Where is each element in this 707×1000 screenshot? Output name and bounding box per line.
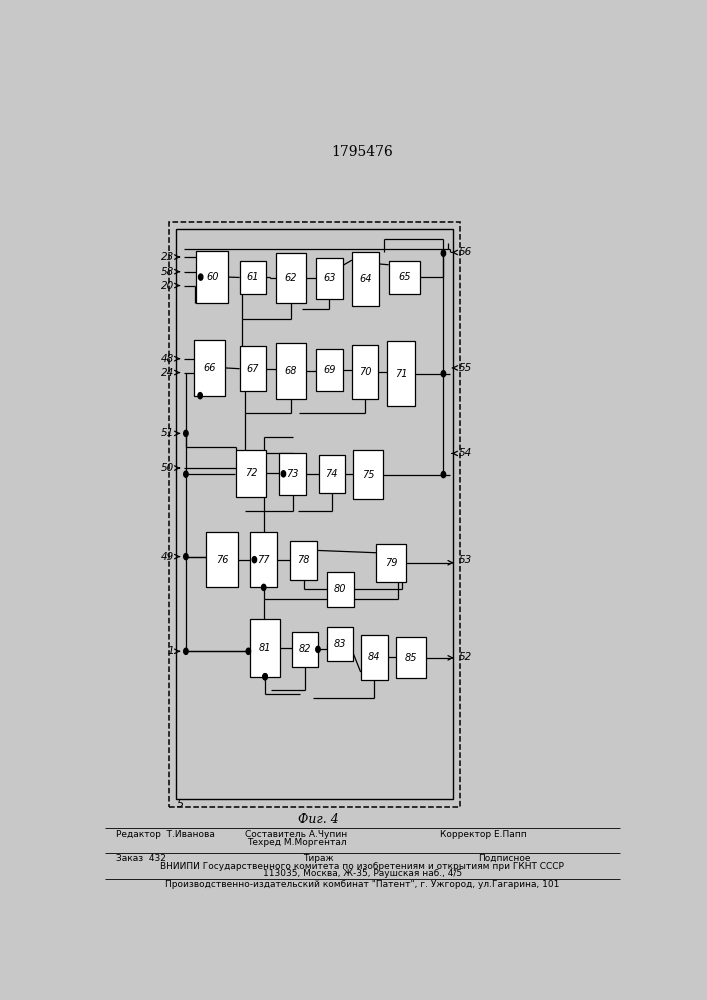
Text: Производственно-издательский комбинат "Патент", г. Ужгород, ул.Гагарина, 101: Производственно-издательский комбинат "П… bbox=[165, 880, 559, 889]
Circle shape bbox=[263, 674, 267, 680]
Circle shape bbox=[262, 584, 266, 590]
Text: 75: 75 bbox=[362, 470, 374, 480]
Text: 49: 49 bbox=[161, 552, 175, 562]
Text: 80: 80 bbox=[334, 584, 346, 594]
Text: 85: 85 bbox=[405, 653, 418, 663]
Text: ВНИИПИ Государственного комитета по изобретениям и открытиям при ГКНТ СССР: ВНИИПИ Государственного комитета по изоб… bbox=[160, 862, 564, 871]
Bar bbox=[319, 455, 345, 493]
Bar bbox=[352, 252, 380, 306]
Text: Фиг. 4: Фиг. 4 bbox=[298, 813, 339, 826]
Text: Редактор  Т.Иванова: Редактор Т.Иванова bbox=[116, 830, 215, 839]
Text: 5: 5 bbox=[177, 799, 184, 809]
Circle shape bbox=[316, 646, 320, 652]
Text: 1: 1 bbox=[168, 646, 175, 656]
Bar bbox=[240, 261, 266, 294]
Circle shape bbox=[198, 393, 202, 399]
Text: 52: 52 bbox=[459, 652, 472, 662]
Bar bbox=[206, 532, 238, 587]
Text: 20: 20 bbox=[161, 281, 175, 291]
Text: 69: 69 bbox=[323, 365, 336, 375]
Text: 23: 23 bbox=[161, 252, 175, 262]
Text: Корректор Е.Папп: Корректор Е.Папп bbox=[440, 830, 526, 839]
Text: 64: 64 bbox=[359, 274, 372, 284]
Bar bbox=[397, 637, 426, 678]
Text: 76: 76 bbox=[216, 555, 228, 565]
Text: 60: 60 bbox=[206, 272, 218, 282]
Text: 84: 84 bbox=[368, 652, 380, 662]
Bar bbox=[361, 635, 388, 680]
Text: 54: 54 bbox=[459, 448, 472, 458]
Text: 70: 70 bbox=[359, 367, 371, 377]
Text: 56: 56 bbox=[459, 247, 472, 257]
Circle shape bbox=[246, 648, 250, 654]
Text: 24: 24 bbox=[161, 368, 175, 378]
Text: 48: 48 bbox=[161, 354, 175, 364]
Text: 61: 61 bbox=[247, 272, 259, 282]
Circle shape bbox=[184, 471, 188, 477]
Text: Техред М.Моргентал: Техред М.Моргентал bbox=[247, 838, 346, 847]
Bar bbox=[250, 619, 280, 677]
Text: 55: 55 bbox=[459, 363, 472, 373]
Text: 67: 67 bbox=[247, 364, 259, 374]
Circle shape bbox=[184, 554, 188, 560]
Text: 66: 66 bbox=[203, 363, 216, 373]
Text: Составитель А.Чупин: Составитель А.Чупин bbox=[245, 830, 348, 839]
Bar bbox=[387, 341, 416, 406]
Bar bbox=[194, 340, 226, 396]
Circle shape bbox=[441, 371, 445, 377]
Text: 1795476: 1795476 bbox=[332, 145, 393, 159]
Circle shape bbox=[199, 274, 203, 280]
Text: 68: 68 bbox=[285, 366, 297, 376]
Text: 58: 58 bbox=[161, 267, 175, 277]
Bar bbox=[276, 253, 306, 303]
Bar bbox=[292, 632, 318, 667]
Bar bbox=[327, 572, 354, 607]
Bar bbox=[176, 229, 453, 799]
Bar bbox=[170, 222, 460, 807]
Text: 78: 78 bbox=[298, 555, 310, 565]
Text: 62: 62 bbox=[285, 273, 297, 283]
Circle shape bbox=[281, 471, 286, 477]
Text: 82: 82 bbox=[298, 644, 311, 654]
Bar bbox=[250, 532, 277, 587]
Bar bbox=[276, 343, 306, 399]
Bar bbox=[290, 541, 317, 580]
Bar bbox=[352, 345, 378, 399]
Bar bbox=[389, 261, 421, 294]
Text: 73: 73 bbox=[286, 469, 299, 479]
Text: 83: 83 bbox=[334, 639, 346, 649]
Circle shape bbox=[263, 674, 267, 680]
Text: 71: 71 bbox=[395, 369, 407, 379]
Text: 65: 65 bbox=[398, 272, 411, 282]
Circle shape bbox=[252, 557, 257, 563]
Text: Подписное: Подписное bbox=[479, 854, 531, 863]
Text: 74: 74 bbox=[325, 469, 338, 479]
Bar bbox=[353, 450, 383, 499]
Bar bbox=[316, 258, 343, 299]
Circle shape bbox=[184, 648, 188, 654]
Circle shape bbox=[441, 472, 445, 478]
Bar bbox=[316, 349, 343, 391]
Text: 51: 51 bbox=[161, 428, 175, 438]
Text: 72: 72 bbox=[245, 468, 257, 478]
Text: 63: 63 bbox=[323, 273, 336, 283]
Circle shape bbox=[441, 250, 445, 256]
Bar bbox=[327, 627, 353, 661]
Bar bbox=[236, 450, 267, 497]
Text: 50: 50 bbox=[161, 463, 175, 473]
Text: Тираж: Тираж bbox=[303, 854, 334, 863]
Bar bbox=[197, 251, 228, 303]
Bar bbox=[376, 544, 407, 582]
Text: 113035, Москва, Ж-35, Раушская наб., 4/5: 113035, Москва, Ж-35, Раушская наб., 4/5 bbox=[263, 869, 462, 878]
Text: 53: 53 bbox=[459, 555, 472, 565]
Bar bbox=[279, 453, 306, 495]
Bar bbox=[240, 346, 266, 391]
Circle shape bbox=[184, 430, 188, 436]
Text: 79: 79 bbox=[385, 558, 397, 568]
Text: Заказ  432: Заказ 432 bbox=[116, 854, 165, 863]
Text: 81: 81 bbox=[259, 643, 271, 653]
Text: 77: 77 bbox=[257, 555, 270, 565]
